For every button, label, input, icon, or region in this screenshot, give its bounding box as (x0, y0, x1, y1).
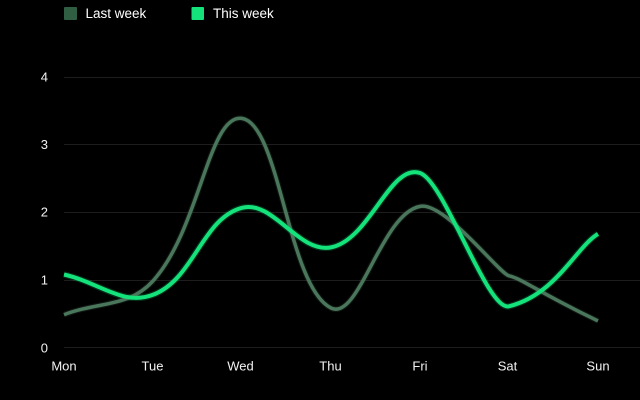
svg-text:0: 0 (41, 340, 48, 355)
svg-text:Tue: Tue (142, 358, 164, 373)
svg-text:4: 4 (41, 70, 48, 85)
svg-text:Last week: Last week (86, 6, 147, 21)
svg-text:Sat: Sat (498, 358, 518, 373)
svg-text:Thu: Thu (319, 358, 341, 373)
svg-text:Sun: Sun (586, 358, 609, 373)
svg-text:1: 1 (41, 273, 48, 288)
svg-text:Wed: Wed (227, 358, 254, 373)
svg-text:2: 2 (41, 205, 48, 220)
svg-text:This week: This week (213, 6, 274, 21)
svg-text:Mon: Mon (51, 358, 76, 373)
svg-text:Fri: Fri (412, 358, 427, 373)
svg-text:3: 3 (41, 137, 48, 152)
